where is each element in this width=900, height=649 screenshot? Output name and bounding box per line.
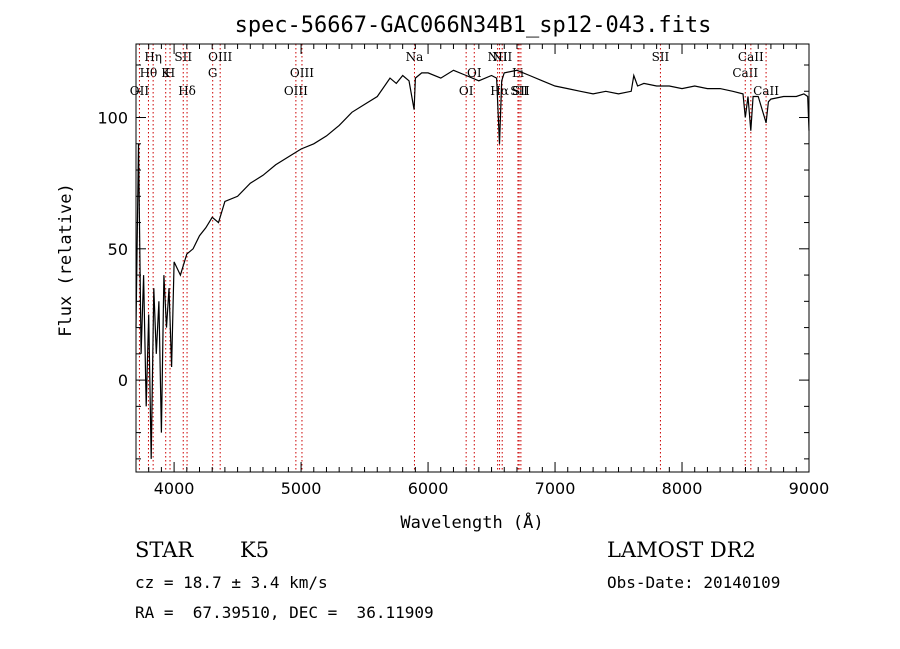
x-tick-label-6000: 6000: [408, 479, 449, 498]
x-tick-label-5000: 5000: [281, 479, 322, 498]
line-label-1: Hθ: [140, 66, 158, 80]
line-label-6: Hδ: [178, 84, 196, 98]
observation-date: Obs-Date: 20140109: [607, 573, 781, 592]
line-label-17: Li: [512, 66, 524, 80]
y-axis-label: Flux (relative): [56, 183, 76, 337]
x-tick-label-8000: 8000: [662, 479, 703, 498]
line-label-23: CaII: [753, 84, 779, 98]
redshift-cz: cz = 18.7 ± 3.4 km/s: [135, 573, 328, 592]
y-tick-label-100: 100: [97, 109, 128, 128]
line-label-10: OIII: [290, 66, 314, 80]
line-label-9: OIII: [284, 84, 308, 98]
line-label-5: SII: [174, 50, 192, 64]
y-tick-label-50: 50: [108, 240, 128, 259]
object-subclass: K5: [240, 538, 270, 562]
line-label-16: NII: [492, 50, 512, 64]
survey-name: LAMOST DR2: [607, 538, 756, 562]
line-label-18: SII: [510, 84, 528, 98]
line-label-19: SII: [512, 84, 530, 98]
spectrum-series-line: [135, 69, 810, 459]
line-label-20: SII: [652, 50, 670, 64]
x-tick-label-4000: 4000: [154, 479, 195, 498]
line-label-22: CaII: [738, 50, 764, 64]
line-label-21: CaII: [732, 66, 758, 80]
line-label-3: K: [161, 66, 171, 80]
y-axis-ticks: 0 50 100: [97, 64, 809, 460]
spectral-line-markers: OIIHθHηKHSIIHδGOIIIOIIIOIIINaOIOINIIHαNI…: [130, 44, 779, 472]
line-label-8: OIII: [208, 50, 232, 64]
line-label-2: Hη: [144, 50, 162, 64]
object-class: STAR: [135, 538, 194, 562]
line-label-4: H: [165, 66, 175, 80]
x-axis-label: Wavelength (Å): [400, 511, 543, 533]
x-axis-ticks: 4000 5000 6000 7000 8000 9000: [148, 44, 830, 498]
plot-frame: [135, 43, 810, 473]
line-label-14: NII: [488, 50, 508, 64]
y-tick-label-0: 0: [118, 371, 128, 390]
ra-dec: RA = 67.39510, DEC = 36.11909: [135, 603, 434, 622]
line-label-7: G: [208, 66, 218, 80]
line-label-13: OI: [467, 66, 482, 80]
chart-title: spec-56667-GAC066N34B1_sp12-043.fits: [235, 13, 712, 38]
x-tick-label-7000: 7000: [535, 479, 576, 498]
line-label-15: Hα: [490, 84, 509, 98]
line-label-12: OI: [459, 84, 474, 98]
x-tick-label-9000: 9000: [789, 479, 830, 498]
line-label-11: Na: [406, 50, 424, 64]
spectrum-chart: spec-56667-GAC066N34B1_sp12-043.fits OII…: [56, 13, 830, 533]
